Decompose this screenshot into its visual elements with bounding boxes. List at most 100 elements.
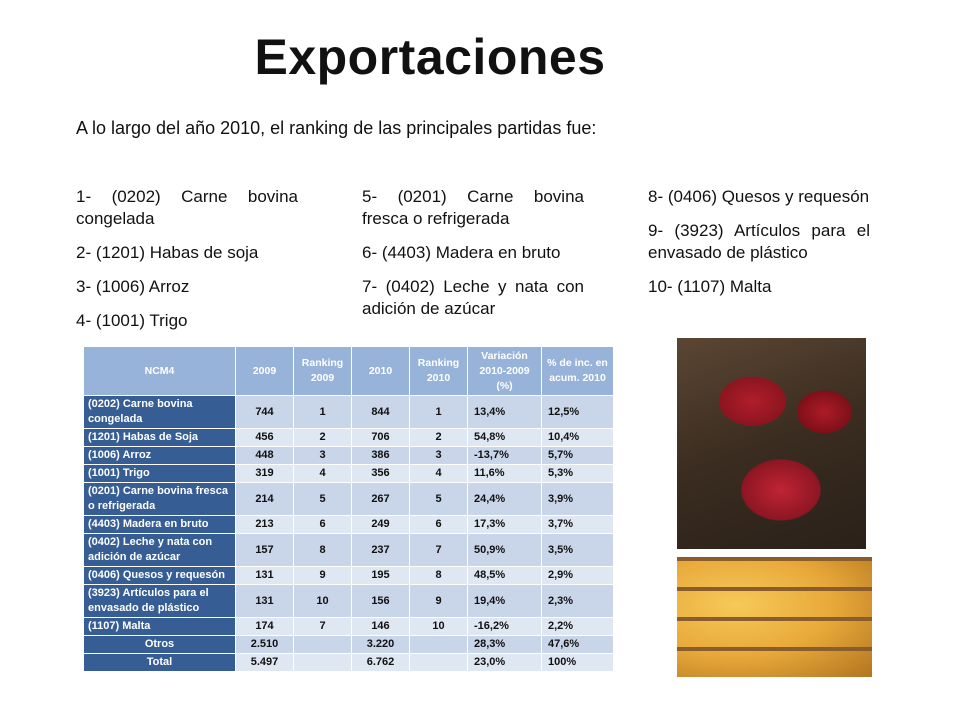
table-cell-name: (1107) Malta [83, 617, 236, 636]
table-cell: 4 [409, 464, 468, 483]
header-2010: 2010 [351, 346, 410, 396]
table-cell: 5,3% [541, 464, 614, 483]
table-cell: 54,8% [467, 428, 542, 447]
ranking-item: 5- (0201) Carne bovina fresca o refriger… [362, 187, 584, 228]
table-cell: 195 [351, 566, 410, 585]
table-cell: 156 [351, 584, 410, 618]
header-variation: Variación 2010-2009 (%) [467, 346, 542, 396]
ranking-column-3: 8- (0406) Quesos y requesón 9- (3923) Ar… [648, 186, 870, 310]
table-cell: 4 [293, 464, 352, 483]
table-cell-name: (0406) Quesos y requesón [83, 566, 236, 585]
table-cell: 6 [409, 515, 468, 534]
table-cell: 28,3% [467, 635, 542, 654]
table-cell: 3,9% [541, 482, 614, 516]
table-cell: 24,4% [467, 482, 542, 516]
table-row: (1001) Trigo 319 4 356 4 11,6% 5,3% [83, 464, 614, 483]
table-cell: 10 [409, 617, 468, 636]
ranking-item: 10- (1107) Malta [648, 277, 772, 296]
table-cell: 3.220 [351, 635, 410, 654]
table-cell: 5 [409, 482, 468, 516]
table-cell: 6.762 [351, 653, 410, 672]
table-summary-row: Total 5.497 6.762 23,0% 100% [83, 653, 614, 672]
table-cell: 8 [409, 566, 468, 585]
table-cell: 1 [293, 395, 352, 429]
page-title: Exportaciones [254, 29, 606, 85]
table-cell: 9 [409, 584, 468, 618]
ranking-item: 2- (1201) Habas de soja [76, 243, 259, 262]
table-summary-row: Otros 2.510 3.220 28,3% 47,6% [83, 635, 614, 654]
ranking-item: 4- (1001) Trigo [76, 311, 188, 330]
table-cell: 3,7% [541, 515, 614, 534]
table-cell: 2.510 [235, 635, 294, 654]
table-cell-name: (3923) Artículos para el envasado de plá… [83, 584, 236, 618]
ranking-column-1: 1- (0202) Carne bovina congelada 2- (120… [76, 186, 298, 344]
table-cell: 213 [235, 515, 294, 534]
table-row: (0202) Carne bovina congelada 744 1 844 1 13,… [83, 395, 614, 429]
table-cell: 23,0% [467, 653, 542, 672]
table-cell-name: (0201) Carne bovina fresca o refrigerada [83, 482, 236, 516]
table-cell-name: (0202) Carne bovina congelada [83, 395, 236, 429]
ranking-item: 8- (0406) Quesos y requesón [648, 187, 870, 206]
table-row: (1107) Malta 174 7 146 10 -16,2% 2,2% [83, 617, 614, 636]
ranking-item: 7- (0402) Leche y nata con adición de az… [362, 277, 584, 318]
table-cell: 3,5% [541, 533, 614, 567]
table-cell: 3 [293, 446, 352, 465]
table-cell: 131 [235, 566, 294, 585]
table-cell [293, 635, 352, 654]
table-cell: 448 [235, 446, 294, 465]
header-2009: 2009 [235, 346, 294, 396]
table-cell-name: (1006) Arroz [83, 446, 236, 465]
table-cell: 146 [351, 617, 410, 636]
table-cell: 214 [235, 482, 294, 516]
table-cell: 5.497 [235, 653, 294, 672]
table-cell: 237 [351, 533, 410, 567]
intro-text: A lo largo del año 2010, el ranking de l… [76, 118, 597, 138]
table-cell: 2 [409, 428, 468, 447]
table-cell: 844 [351, 395, 410, 429]
table-cell [409, 635, 468, 654]
table-cell-name: Otros [83, 635, 236, 654]
table-row: (1006) Arroz 448 3 386 3 -13,7% 5,7% [83, 446, 614, 465]
header-ranking-2009: Ranking 2009 [293, 346, 352, 396]
table-cell: 5,7% [541, 446, 614, 465]
ranking-item: 6- (4403) Madera en bruto [362, 243, 561, 262]
table-cell: 131 [235, 584, 294, 618]
table-cell: 10,4% [541, 428, 614, 447]
table-cell: 157 [235, 533, 294, 567]
table-row: (0406) Quesos y requesón 131 9 195 8 48,5% 2,9… [83, 566, 614, 585]
table-cell: 267 [351, 482, 410, 516]
table-header-row: NCM4 2009 Ranking 2009 2010 Ranking 2010… [83, 346, 614, 396]
table-cell: 744 [235, 395, 294, 429]
table-cell: 706 [351, 428, 410, 447]
table-cell [293, 653, 352, 672]
table-cell: 11,6% [467, 464, 542, 483]
ranking-item: 9- (3923) Artículos para el envasado de … [648, 221, 870, 262]
table-cell: 2 [293, 428, 352, 447]
table-row: (0201) Carne bovina fresca o refrigerada… [83, 482, 614, 516]
table-cell-name: (4403) Madera en bruto [83, 515, 236, 534]
table-cell: 2,9% [541, 566, 614, 585]
table-cell [409, 653, 468, 672]
table-cell: -16,2% [467, 617, 542, 636]
table-cell: 456 [235, 428, 294, 447]
table-cell: 7 [293, 617, 352, 636]
table-cell: 319 [235, 464, 294, 483]
ranking-column-2: 5- (0201) Carne bovina fresca o refriger… [362, 186, 584, 332]
table-cell: 48,5% [467, 566, 542, 585]
table-cell: 2,3% [541, 584, 614, 618]
header-ncm4: NCM4 [83, 346, 236, 396]
table-row: (0402) Leche y nata con adición de azúca… [83, 533, 614, 567]
exports-table: NCM4 2009 Ranking 2009 2010 Ranking 2010… [83, 346, 614, 672]
table-row: (3923) Artículos para el envasado de plá… [83, 584, 614, 618]
table-cell: 17,3% [467, 515, 542, 534]
ranking-item: 3- (1006) Arroz [76, 277, 190, 296]
table-cell: 356 [351, 464, 410, 483]
table-cell: 13,4% [467, 395, 542, 429]
table-cell: 249 [351, 515, 410, 534]
table-cell: -13,7% [467, 446, 542, 465]
cheese-wheels-photo [677, 557, 872, 677]
table-cell: 7 [409, 533, 468, 567]
ranking-item: 1- (0202) Carne bovina congelada [76, 187, 298, 228]
header-share: % de inc. en acum. 2010 [541, 346, 614, 396]
table-cell: 174 [235, 617, 294, 636]
